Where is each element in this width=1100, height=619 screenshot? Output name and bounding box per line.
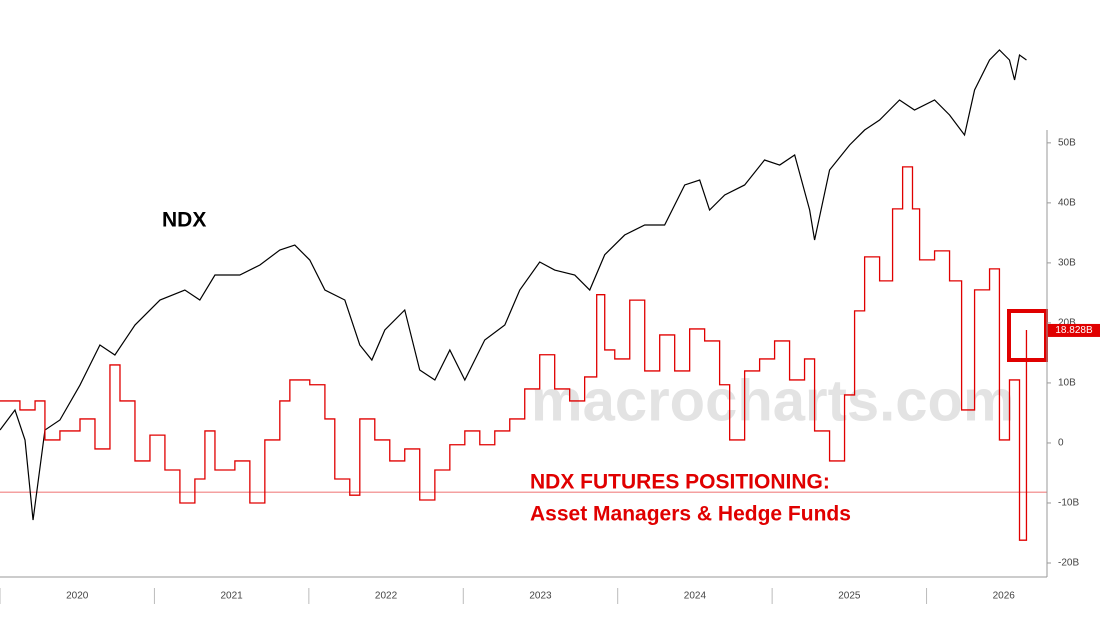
y-tick-label: 30B — [1058, 258, 1076, 269]
series-line — [0, 166, 1028, 541]
x-tick-label: 2022 — [375, 591, 398, 602]
y-tick-label: 0 — [1058, 438, 1064, 449]
x-tick-label: 2024 — [684, 591, 707, 602]
chart-title: NDX — [162, 209, 206, 232]
plot-area — [0, 49, 1047, 541]
annotation-title: NDX FUTURES POSITIONING: — [530, 471, 830, 494]
watermark: macrocharts.com — [531, 368, 1015, 433]
x-tick-label: 2021 — [221, 591, 244, 602]
highlight-box — [1007, 309, 1048, 362]
annotation-subtitle: Asset Managers & Hedge Funds — [530, 503, 851, 526]
y-tick-label: 10B — [1058, 378, 1076, 389]
x-tick-label: 2026 — [993, 591, 1016, 602]
x-tick-label: 2020 — [66, 591, 89, 602]
last-value-tag — [1048, 323, 1100, 337]
y-tick-label: 50B — [1058, 137, 1076, 148]
y-tick-label: 20B — [1058, 318, 1076, 329]
y-tick-label: -20B — [1058, 558, 1079, 569]
series-line — [0, 49, 1027, 521]
y-tick-label: 40B — [1058, 198, 1076, 209]
x-tick-label: 2025 — [838, 591, 861, 602]
x-tick-label: 2023 — [529, 591, 552, 602]
y-tick-label: -10B — [1058, 498, 1079, 509]
last-value-label: 18.828B — [1055, 325, 1093, 336]
